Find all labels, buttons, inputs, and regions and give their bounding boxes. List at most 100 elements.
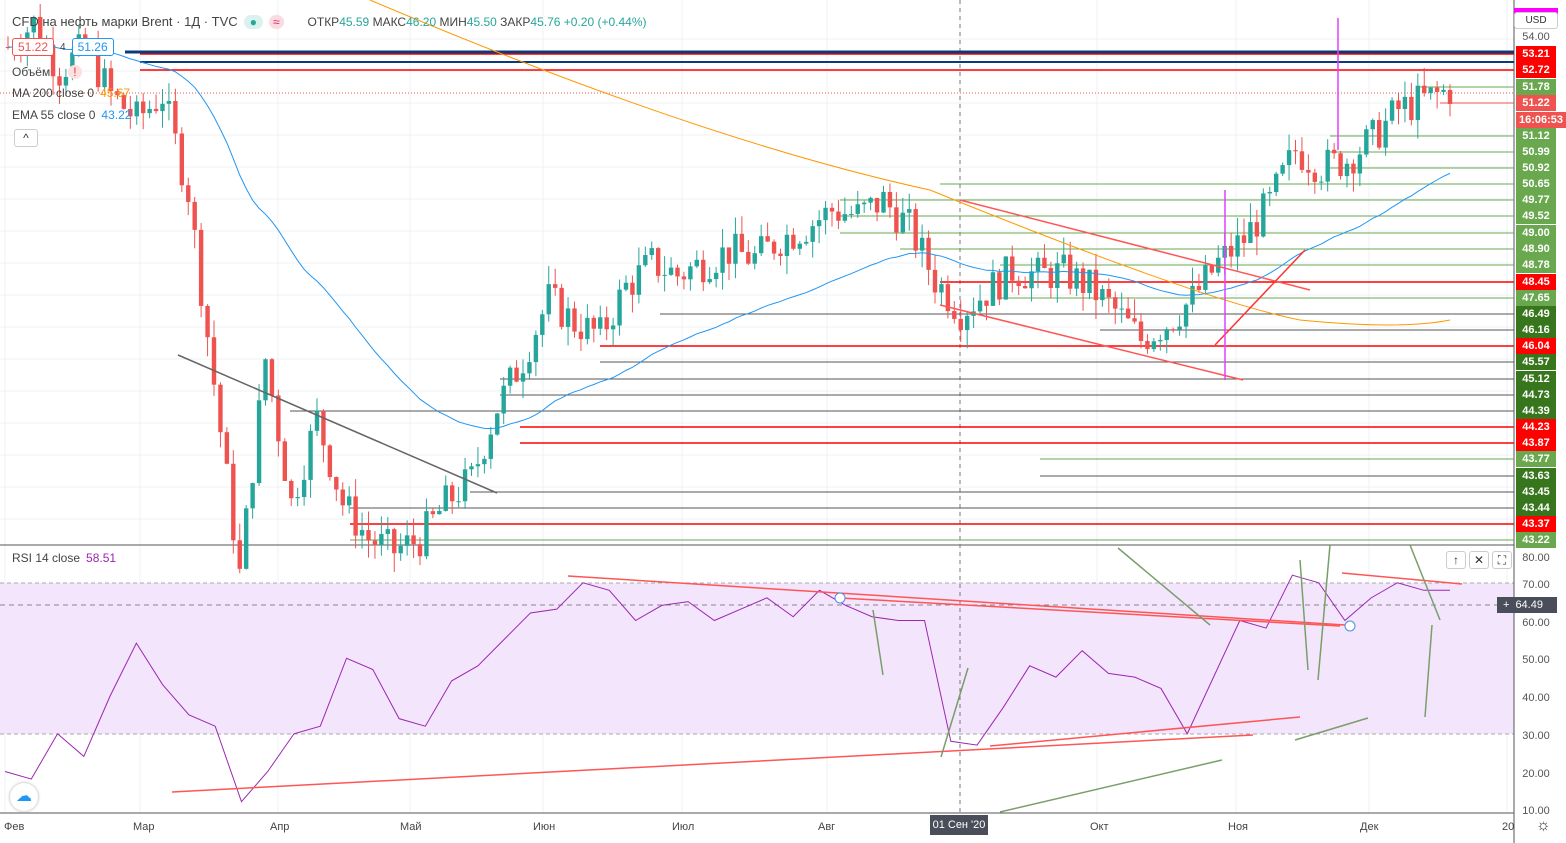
candle-body (108, 68, 114, 92)
candle-body (688, 266, 693, 280)
candle-body (610, 325, 616, 330)
move-pane-up-button[interactable]: ↑ (1446, 551, 1466, 569)
candle-body (977, 300, 983, 312)
ma-label[interactable]: MA 200 close 0 (12, 86, 95, 100)
candle-body (1080, 268, 1086, 294)
symbol-title[interactable]: CFD на нефть марки Brent · 1Д · TVC (12, 14, 238, 29)
candle-body (649, 248, 654, 256)
low-label: МИН (439, 14, 467, 29)
candle-body (887, 191, 893, 208)
collapse-legend-button[interactable]: ^ (14, 129, 38, 147)
maximize-pane-button[interactable]: ⛶ (1492, 551, 1512, 569)
candle-body (1396, 100, 1401, 110)
candle-body (1132, 318, 1137, 322)
candle-body (1447, 89, 1453, 105)
candle-body (289, 480, 294, 499)
price-level-label: 50.65 (1516, 176, 1556, 192)
buy-button[interactable]: 51.26 (71, 38, 114, 56)
candle-body (842, 214, 848, 221)
candle-body (443, 485, 448, 511)
candle-body (173, 101, 178, 134)
candle-body (1022, 286, 1028, 289)
candle-body (308, 430, 313, 480)
anchor-point (1344, 620, 1356, 632)
candle-body (1376, 120, 1382, 148)
candle-body (37, 16, 43, 46)
candle-body (1331, 149, 1337, 154)
candle-body (791, 234, 796, 249)
rsi-drawing-line (999, 759, 1223, 813)
candle-body (604, 317, 609, 330)
candle-body (301, 479, 307, 498)
candle-body (1100, 289, 1105, 301)
plus-icon[interactable]: + (1503, 599, 1510, 611)
crosshair-date-label: 01 Сен '20 (930, 815, 988, 835)
candle-body (804, 241, 809, 244)
candle-body (269, 359, 275, 396)
warning-icon[interactable]: ! (68, 65, 82, 79)
candle-body (662, 274, 667, 276)
rsi-drawing-line (1294, 717, 1369, 741)
candle-body (385, 529, 391, 534)
price-level-label: 51.12 (1516, 128, 1556, 144)
rsi-band (0, 583, 1514, 734)
rsi-value: 58.51 (86, 551, 117, 565)
currency-button[interactable]: USD (1514, 12, 1558, 29)
candle-body (630, 282, 635, 295)
candle-body (1061, 254, 1066, 264)
tradingview-logo-icon[interactable]: ☁ (10, 783, 38, 811)
candle-body (514, 367, 519, 382)
candle-body (404, 535, 410, 546)
candle-body (366, 530, 371, 541)
time-axis-label: Ноя (1228, 821, 1249, 833)
candle-body (668, 267, 674, 275)
rsi-trend-line (839, 597, 1341, 627)
candle-body (540, 314, 545, 335)
trend-line (939, 304, 1244, 381)
candle-body (520, 373, 526, 382)
candle-body (95, 48, 101, 88)
candle-body (1434, 87, 1440, 92)
candle-body (115, 91, 120, 96)
anchor-point (834, 592, 846, 604)
candle-body (881, 191, 886, 213)
candle-body (919, 237, 925, 251)
price-level-label: 50.92 (1516, 160, 1556, 176)
candle-body (456, 501, 461, 503)
price-level-label: 43.87 (1516, 435, 1556, 451)
candle-body (1196, 285, 1202, 290)
candle-body (495, 413, 500, 435)
candle-body (1319, 181, 1324, 183)
crosshair-value: 64.49 (1515, 599, 1543, 611)
candle-body (591, 317, 597, 329)
candle-body (765, 236, 770, 242)
settings-gear-icon[interactable]: ☼ (1536, 817, 1551, 834)
candle-body (1241, 235, 1247, 243)
candle-body (1016, 280, 1021, 287)
candle-body (849, 213, 854, 215)
candle-body (1183, 304, 1189, 327)
price-level-label: 49.52 (1516, 208, 1556, 224)
symbol-header: CFD на нефть марки Brent · 1Д · TVC ● ≈ … (12, 14, 647, 29)
candle-body (681, 276, 687, 280)
price-level-label: 45.12 (1516, 371, 1556, 387)
rsi-axis-tick: 30.00 (1522, 729, 1550, 742)
ema-label[interactable]: EMA 55 close 0 (12, 108, 96, 122)
candle-body (746, 251, 751, 264)
close-pane-button[interactable]: ✕ (1469, 551, 1489, 569)
candle-body (1177, 326, 1182, 330)
candle-body (1048, 268, 1054, 289)
candle-body (1119, 308, 1124, 310)
time-axis-label: Окт (1090, 821, 1109, 833)
candle-body (379, 533, 384, 546)
candle-body (552, 284, 558, 288)
price-level-label: 46.16 (1516, 322, 1556, 338)
price-level-label: 44.73 (1516, 387, 1556, 403)
price-level-label: 43.77 (1516, 451, 1556, 467)
sell-button[interactable]: 51.22 (12, 38, 55, 56)
candle-body (829, 207, 835, 212)
rsi-label[interactable]: RSI 14 close (12, 551, 81, 565)
volume-label[interactable]: Объём (12, 65, 51, 79)
candle-body (861, 202, 867, 205)
